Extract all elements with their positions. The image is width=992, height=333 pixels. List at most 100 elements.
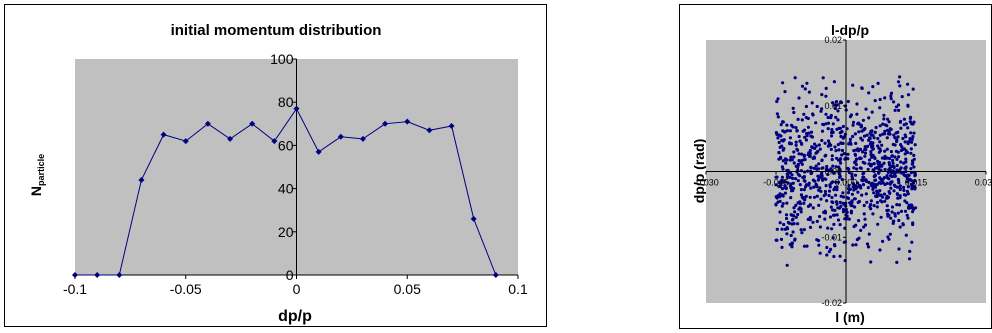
scatter-point bbox=[854, 223, 858, 227]
scatter-point bbox=[902, 193, 906, 197]
scatter-point bbox=[794, 203, 798, 207]
data-point bbox=[116, 272, 123, 278]
scatter-point bbox=[804, 183, 808, 187]
scatter-point bbox=[892, 189, 896, 193]
scatter-point bbox=[829, 113, 833, 118]
scatter-point bbox=[797, 96, 801, 100]
y-tick-label: 0.01 bbox=[824, 101, 842, 111]
scatter-point bbox=[863, 151, 868, 155]
x-axis-label: dp/p bbox=[278, 308, 312, 325]
scatter-point bbox=[825, 199, 829, 203]
scatter-point bbox=[795, 129, 799, 133]
scatter-point bbox=[780, 165, 784, 169]
scatter-point bbox=[834, 149, 838, 153]
scatter-point bbox=[846, 191, 851, 195]
scatter-point bbox=[790, 222, 794, 226]
data-point bbox=[293, 105, 300, 112]
scatter-point bbox=[847, 217, 851, 221]
scatter-point bbox=[831, 101, 835, 105]
scatter-point bbox=[862, 134, 867, 138]
scatter-point bbox=[797, 159, 801, 163]
scatter-point bbox=[886, 117, 890, 121]
scatter-point bbox=[826, 172, 830, 177]
scatter-point bbox=[890, 154, 894, 158]
scatter-point bbox=[774, 183, 778, 187]
scatter-point bbox=[830, 227, 834, 231]
scatter-point bbox=[875, 205, 879, 209]
scatter-point bbox=[803, 179, 807, 183]
scatter-point bbox=[792, 150, 796, 154]
scatter-point bbox=[792, 161, 796, 165]
scatter-point bbox=[896, 80, 901, 84]
scatter-point bbox=[866, 245, 871, 249]
scatter-point bbox=[796, 179, 800, 183]
scatter-point bbox=[886, 132, 891, 136]
scatter-point bbox=[810, 135, 814, 139]
scatter-point bbox=[800, 152, 804, 156]
scatter-point bbox=[897, 178, 901, 183]
scatter-point bbox=[830, 200, 834, 204]
scatter-point bbox=[799, 210, 803, 214]
scatter-point bbox=[803, 198, 807, 202]
scatter-point bbox=[870, 145, 874, 149]
scatter-point bbox=[848, 115, 852, 119]
scatter-point bbox=[889, 186, 893, 190]
y-tick-label: 20 bbox=[278, 224, 294, 240]
scatter-point bbox=[888, 127, 892, 131]
scatter-point bbox=[788, 136, 792, 140]
scatter-point bbox=[798, 183, 802, 187]
scatter-point bbox=[808, 154, 812, 159]
scatter-point bbox=[889, 216, 893, 220]
scatter-point bbox=[853, 132, 857, 136]
scatter-point bbox=[887, 190, 891, 194]
scatter-point bbox=[808, 148, 812, 153]
scatter-point bbox=[900, 95, 904, 99]
scatter-point bbox=[896, 211, 900, 215]
scatter-point bbox=[818, 251, 822, 255]
scatter-point bbox=[857, 130, 861, 134]
scatter-point bbox=[832, 171, 836, 175]
scatter-point bbox=[874, 194, 878, 198]
scatter-point bbox=[878, 106, 882, 110]
scatter-point bbox=[828, 185, 832, 189]
scatter-point bbox=[802, 201, 806, 205]
scatter-point bbox=[913, 179, 917, 183]
scatter-point bbox=[839, 157, 843, 161]
scatter-point bbox=[905, 213, 909, 217]
scatter-point bbox=[830, 154, 834, 158]
scatter-point bbox=[833, 106, 837, 111]
scatter-point bbox=[841, 201, 845, 205]
scatter-point bbox=[775, 227, 779, 231]
scatter-point bbox=[902, 185, 906, 189]
scatter-point bbox=[839, 194, 843, 198]
scatter-point bbox=[816, 149, 820, 153]
scatter-point bbox=[909, 167, 913, 171]
scatter-point bbox=[839, 134, 843, 139]
scatter-point bbox=[802, 188, 806, 192]
scatter-point bbox=[867, 91, 871, 95]
scatter-point bbox=[841, 191, 845, 195]
scatter-point bbox=[891, 158, 895, 162]
scatter-point bbox=[778, 195, 782, 199]
scatter-point bbox=[903, 152, 907, 156]
scatter-point bbox=[878, 193, 882, 197]
scatter-point bbox=[893, 212, 897, 216]
scatter-point bbox=[830, 157, 834, 162]
scatter-point bbox=[906, 126, 910, 130]
data-point bbox=[337, 133, 344, 140]
scatter-point bbox=[883, 199, 887, 203]
scatter-point bbox=[899, 126, 903, 130]
scatter-point bbox=[846, 152, 850, 156]
scatter-point bbox=[830, 134, 834, 138]
scatter-point bbox=[859, 124, 864, 128]
scatter-point bbox=[868, 158, 872, 162]
scatter-point bbox=[822, 194, 826, 198]
scatter-point bbox=[805, 134, 809, 138]
scatter-point bbox=[784, 213, 789, 217]
scatter-point bbox=[800, 159, 804, 163]
scatter-point bbox=[834, 193, 838, 197]
scatter-point bbox=[881, 122, 885, 126]
scatter-point bbox=[777, 151, 781, 155]
scatter-point bbox=[885, 196, 889, 200]
scatter-point bbox=[870, 155, 874, 159]
